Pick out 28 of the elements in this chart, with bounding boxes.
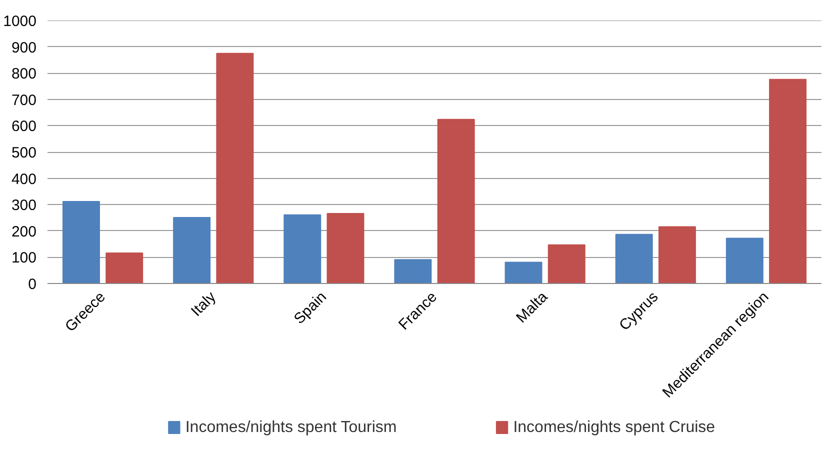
y-tick-label: 900 xyxy=(11,39,37,56)
y-tick-label: 400 xyxy=(11,170,37,188)
legend-label: Incomes/nights spent Tourism xyxy=(185,419,397,436)
bar xyxy=(326,213,364,284)
bar xyxy=(106,252,144,284)
bar xyxy=(504,262,542,284)
bar xyxy=(62,200,100,284)
y-tick-label: 700 xyxy=(11,92,37,109)
y-tick-label: 0 xyxy=(28,276,36,293)
legend-label: Incomes/nights spent Cruise xyxy=(513,419,716,436)
x-tick-label: Italy xyxy=(188,288,220,320)
bar xyxy=(615,234,653,284)
y-tick-label: 500 xyxy=(11,144,37,162)
bar xyxy=(548,244,586,284)
bar xyxy=(284,214,322,284)
y-tick-label: 800 xyxy=(11,66,37,83)
y-tick-label: 1000 xyxy=(3,13,37,30)
bar xyxy=(726,238,764,284)
bar xyxy=(658,226,696,284)
y-tick-label: 200 xyxy=(11,223,37,240)
y-tick-label: 300 xyxy=(11,197,37,214)
bar xyxy=(394,259,432,284)
y-tick-label: 100 xyxy=(11,250,37,267)
bar xyxy=(769,78,807,284)
bar xyxy=(216,52,254,284)
bar xyxy=(437,118,475,284)
y-tick-label: 600 xyxy=(11,118,37,136)
bar xyxy=(173,216,211,284)
